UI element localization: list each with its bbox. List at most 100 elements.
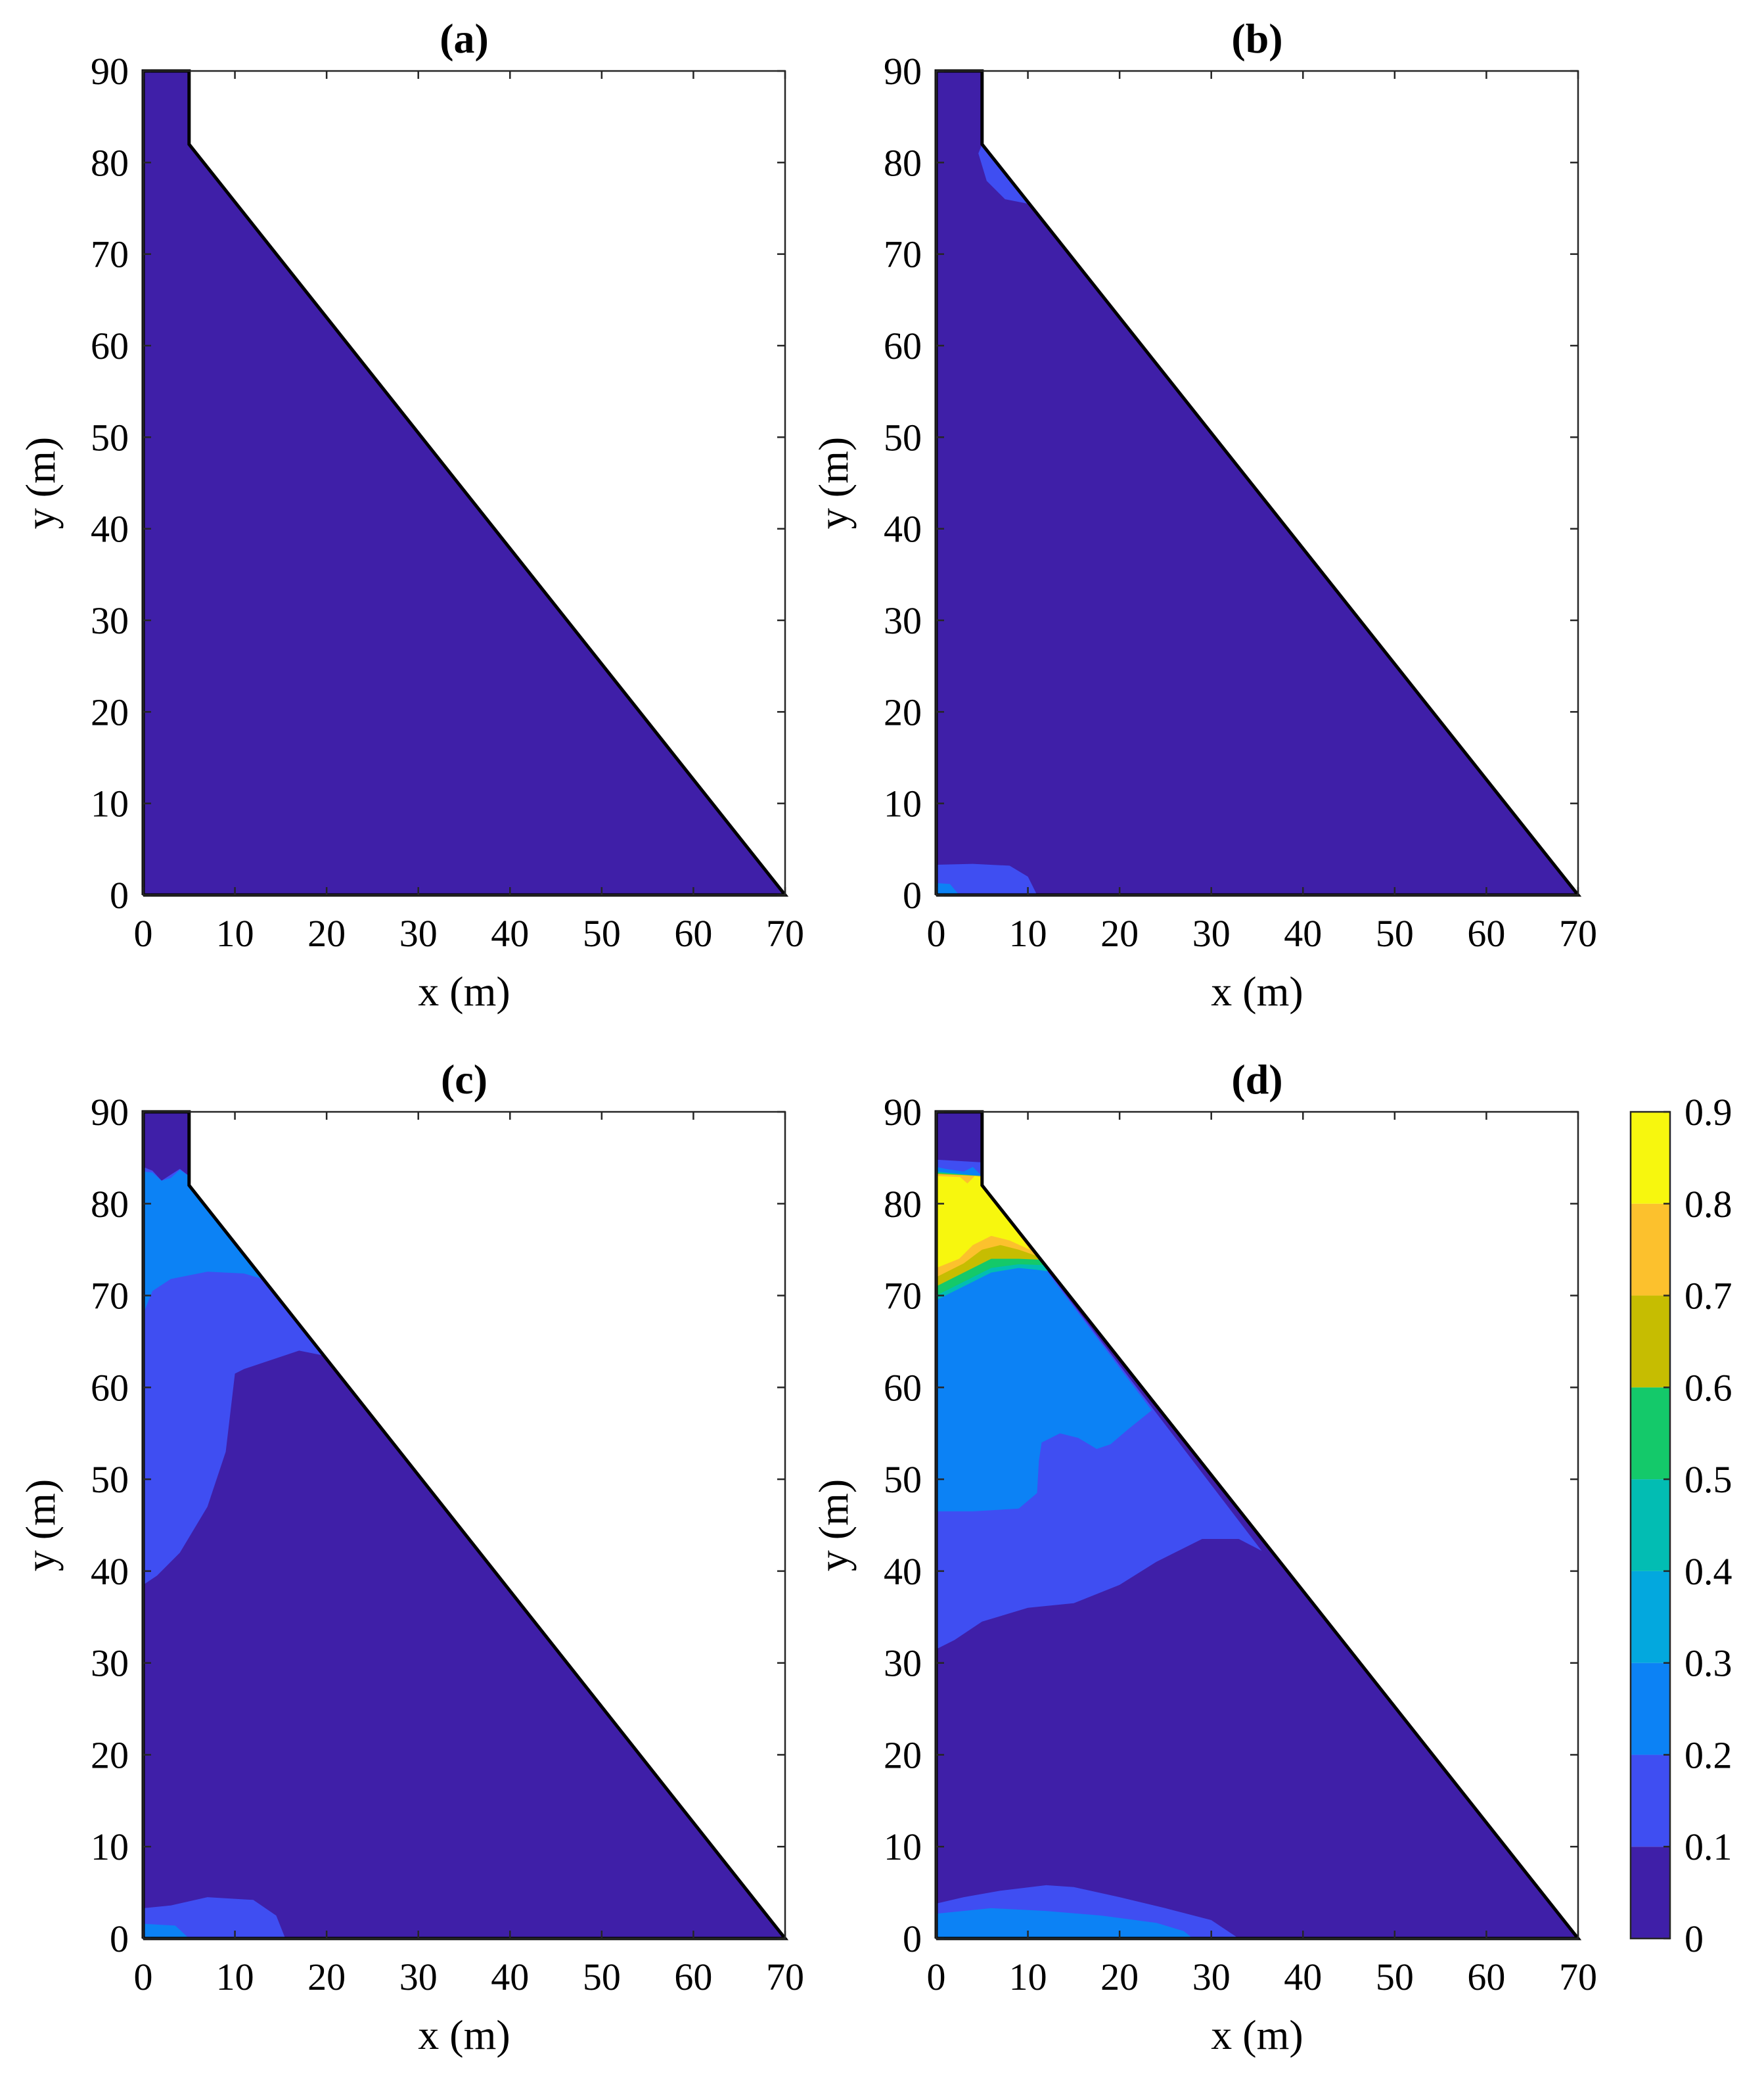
x-tick-label: 60 bbox=[674, 912, 712, 955]
panel-a: 0 10 20 30 40 50 60 70 0 10 20 30 40 50 60 70 80 90 (a) x (… bbox=[17, 15, 804, 1015]
x-tick-label: 40 bbox=[1284, 1956, 1322, 1998]
colorbar-tick-label: 0.5 bbox=[1685, 1458, 1732, 1501]
y-axis-label: y (m) bbox=[17, 437, 64, 529]
y-tick-label: 20 bbox=[884, 1733, 922, 1776]
y-tick-label: 10 bbox=[884, 1825, 922, 1868]
x-tick-label: 60 bbox=[1467, 912, 1505, 955]
x-tick-label: 10 bbox=[216, 912, 254, 955]
panel-title: (b) bbox=[1231, 15, 1282, 62]
x-tick-label: 60 bbox=[674, 1956, 712, 1998]
y-tick-label: 40 bbox=[91, 508, 129, 551]
y-tick-label: 60 bbox=[884, 325, 922, 367]
contour-region bbox=[143, 1923, 189, 1938]
colorbar-tick-label: 0.4 bbox=[1685, 1550, 1732, 1593]
colorbar-level bbox=[1631, 1295, 1670, 1388]
y-tick-label: 80 bbox=[884, 1183, 922, 1226]
colorbar-tick-label: 0.2 bbox=[1685, 1733, 1732, 1776]
contour-base bbox=[936, 71, 1578, 895]
y-axis-label: y (m) bbox=[17, 1479, 64, 1571]
colorbar-frame bbox=[1629, 1111, 1671, 1940]
colorbar: 0 0.1 0.2 0.3 0.4 0.5 0.6 0.7 0.8 0.9 bbox=[1629, 1091, 1732, 1960]
axes-frame bbox=[142, 70, 786, 896]
x-tick-label: 30 bbox=[399, 1956, 438, 1998]
x-tick-label: 50 bbox=[583, 1956, 621, 1998]
x-axis-label: x (m) bbox=[1211, 968, 1303, 1015]
y-tick-label: 0 bbox=[903, 1917, 922, 1960]
axes-frame bbox=[935, 1111, 1579, 1940]
x-tick-label: 50 bbox=[583, 912, 621, 955]
x-axis-label: x (m) bbox=[418, 2011, 510, 2058]
y-tick-label: 70 bbox=[91, 1275, 129, 1318]
x-tick-label: 50 bbox=[1376, 912, 1414, 955]
colorbar-tick-label: 0 bbox=[1685, 1917, 1704, 1960]
x-tick-label: 10 bbox=[1009, 912, 1047, 955]
contour-base bbox=[143, 71, 785, 895]
y-tick-label: 90 bbox=[884, 50, 922, 93]
x-tick-label: 70 bbox=[1559, 912, 1597, 955]
x-tick-label: 20 bbox=[1100, 1956, 1139, 1998]
y-tick-label: 30 bbox=[91, 1642, 129, 1685]
x-tick-label: 30 bbox=[399, 912, 438, 955]
axes-frame bbox=[142, 1111, 786, 1940]
y-axis-label: y (m) bbox=[810, 1479, 857, 1571]
y-tick-label: 50 bbox=[884, 416, 922, 459]
y-tick-label: 60 bbox=[91, 1366, 129, 1409]
colorbar-tick-label: 0.7 bbox=[1685, 1275, 1732, 1318]
y-tick-label: 40 bbox=[884, 508, 922, 551]
colorbar-level bbox=[1631, 1112, 1670, 1204]
x-tick-label: 20 bbox=[307, 912, 346, 955]
y-tick-label: 90 bbox=[884, 1091, 922, 1134]
colorbar-tick-label: 0.1 bbox=[1685, 1825, 1732, 1868]
y-tick-label: 40 bbox=[91, 1550, 129, 1593]
y-tick-label: 80 bbox=[91, 1183, 129, 1226]
colorbar-level bbox=[1631, 1754, 1670, 1847]
y-tick-label: 60 bbox=[884, 1366, 922, 1409]
x-tick-label: 30 bbox=[1192, 1956, 1231, 1998]
y-tick-label: 80 bbox=[884, 141, 922, 184]
x-tick-label: 0 bbox=[927, 1956, 946, 1998]
x-tick-label: 40 bbox=[491, 1956, 529, 1998]
colorbar-level bbox=[1631, 1846, 1670, 1938]
y-tick-label: 70 bbox=[884, 233, 922, 276]
y-tick-label: 80 bbox=[91, 141, 129, 184]
x-tick-label: 50 bbox=[1376, 1956, 1414, 1998]
contour-region bbox=[936, 1908, 1193, 1938]
y-tick-label: 30 bbox=[884, 1642, 922, 1685]
axes-frame bbox=[935, 70, 1579, 896]
contour-region bbox=[936, 1176, 1030, 1268]
y-tick-label: 50 bbox=[91, 1458, 129, 1501]
y-tick-label: 30 bbox=[91, 599, 129, 642]
y-tick-label: 10 bbox=[884, 783, 922, 825]
x-tick-label: 10 bbox=[1009, 1956, 1047, 1998]
y-tick-label: 70 bbox=[91, 233, 129, 276]
y-tick-label: 0 bbox=[110, 874, 129, 917]
y-tick-label: 90 bbox=[91, 1091, 129, 1134]
contour-region bbox=[143, 1170, 272, 1314]
colorbar-level bbox=[1631, 1571, 1670, 1663]
contour-base bbox=[143, 1112, 785, 1938]
colorbar-tick-label: 0.3 bbox=[1685, 1642, 1732, 1685]
y-axis-label: y (m) bbox=[810, 437, 857, 529]
x-axis-label: x (m) bbox=[418, 968, 510, 1015]
contour-region bbox=[936, 863, 1037, 895]
y-tick-label: 60 bbox=[91, 325, 129, 367]
y-tick-label: 90 bbox=[91, 50, 129, 93]
colorbar-level bbox=[1631, 1387, 1670, 1480]
x-tick-label: 30 bbox=[1192, 912, 1231, 955]
y-tick-label: 20 bbox=[884, 691, 922, 733]
colorbar-tick-label: 0.8 bbox=[1685, 1183, 1732, 1226]
x-tick-label: 60 bbox=[1467, 1956, 1505, 1998]
y-tick-label: 0 bbox=[903, 874, 922, 917]
x-tick-label: 10 bbox=[216, 1956, 254, 1998]
contour-region bbox=[143, 1897, 286, 1938]
y-tick-label: 40 bbox=[884, 1550, 922, 1593]
colorbar-level bbox=[1631, 1479, 1670, 1571]
y-tick-label: 50 bbox=[91, 416, 129, 459]
contour-region bbox=[936, 883, 959, 895]
x-tick-label: 70 bbox=[766, 1956, 804, 1998]
panel-d: 0 10 20 30 40 50 60 70 0 10 20 30 40 50 60 70 80 90 (d) x (… bbox=[810, 1056, 1597, 2058]
x-tick-label: 0 bbox=[134, 912, 153, 955]
y-tick-label: 10 bbox=[91, 783, 129, 825]
colorbar-tick-label: 0.9 bbox=[1685, 1091, 1732, 1134]
